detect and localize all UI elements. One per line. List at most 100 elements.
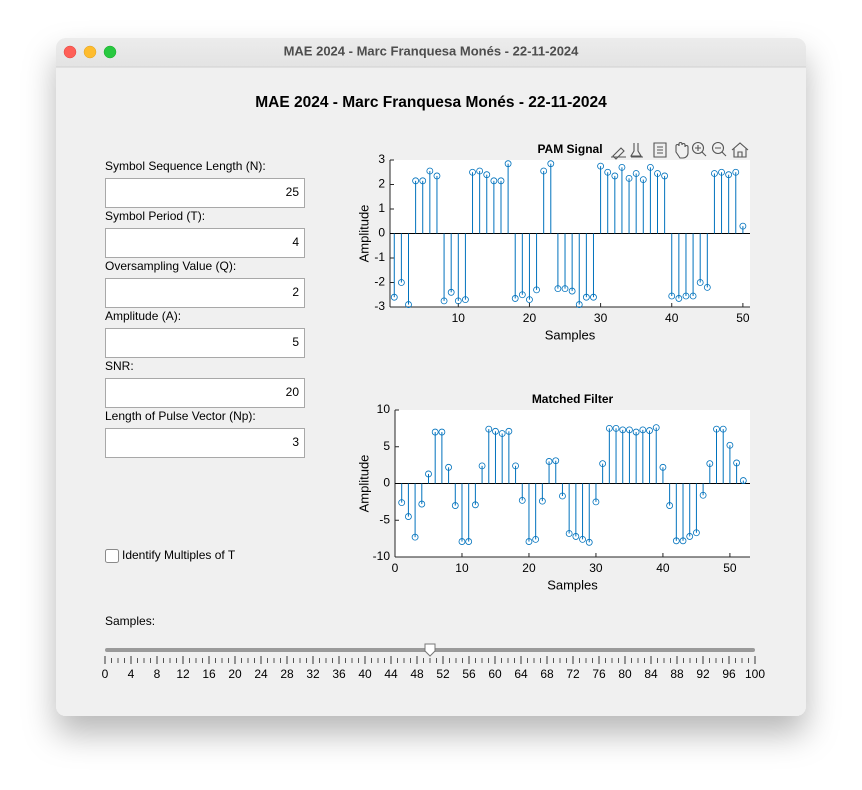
y-tick-label: 3 (378, 152, 385, 166)
slider-tick-label: 8 (154, 667, 161, 681)
stem-marker (590, 293, 597, 301)
slider-tick-label: 24 (254, 667, 268, 681)
slider-tick-label: 52 (436, 667, 450, 681)
axes-toolbar (611, 141, 749, 160)
zoom-in-glyph (695, 145, 707, 157)
close-button[interactable] (63, 45, 77, 59)
slider-tick-label: 20 (228, 667, 242, 681)
stem-marker (518, 497, 526, 504)
x-tick-label: 0 (392, 561, 399, 575)
stem-marker (478, 462, 486, 470)
field-value: 2 (292, 285, 299, 299)
x-axis-label: Samples (547, 577, 598, 592)
stem-marker (599, 460, 607, 468)
checkbox[interactable] (105, 549, 119, 563)
y-tick-label: 0 (378, 226, 385, 240)
stem-marker (632, 428, 640, 436)
text-field[interactable] (105, 178, 305, 208)
zoom-in-icon[interactable] (691, 141, 705, 155)
stem-marker (612, 424, 620, 432)
stem-marker (518, 291, 526, 299)
stem-marker (639, 426, 647, 434)
text-field[interactable] (105, 378, 305, 408)
stem-marker (568, 287, 576, 295)
stem-marker (433, 172, 441, 180)
slider-tick-label: 44 (384, 667, 398, 681)
stem-marker (512, 462, 519, 470)
stem-marker (713, 425, 720, 433)
text-field[interactable] (105, 278, 305, 308)
edit-icon[interactable] (611, 147, 626, 160)
x-axis-label: Samples (545, 327, 596, 342)
stem-marker (661, 172, 669, 180)
x-tick-label: 10 (455, 561, 469, 575)
stem-marker (425, 470, 432, 478)
stem-marker (659, 463, 667, 471)
slider-tick-label: 100 (745, 667, 765, 681)
slider-tick-label: 0 (102, 667, 109, 681)
stem-marker (675, 295, 683, 302)
y-axis-label: Amplitude (356, 205, 371, 263)
y-tick-label: -2 (374, 275, 385, 289)
stem-marker (418, 500, 426, 508)
stem-marker (597, 162, 604, 170)
stem-marker (398, 499, 406, 507)
y-tick-label: 0 (383, 476, 390, 490)
y-tick-label: -1 (374, 250, 385, 264)
y-tick-label: -10 (373, 549, 391, 563)
y-tick-label: 1 (378, 201, 385, 215)
stem-marker (572, 533, 580, 540)
x-tick-label: 30 (589, 561, 603, 575)
stem-marker (458, 538, 466, 545)
field-value: 5 (292, 335, 299, 349)
stem-marker (604, 168, 612, 176)
stem-marker (565, 530, 573, 537)
stem-marker (397, 279, 405, 286)
window (56, 38, 806, 716)
stem-marker (476, 167, 484, 175)
zoom-out-icon[interactable] (711, 141, 725, 155)
stem-marker (592, 498, 600, 506)
y-tick-label: 10 (377, 402, 391, 416)
slider-tick-label: 28 (280, 667, 294, 681)
stem-marker (454, 297, 462, 305)
stem-marker (625, 174, 633, 182)
text-field[interactable] (105, 228, 305, 258)
text-field[interactable] (105, 428, 305, 458)
slider-tick-label: 84 (644, 667, 658, 681)
stem-marker (632, 170, 640, 177)
stem-marker (532, 535, 540, 543)
stem-marker (440, 297, 448, 305)
stem-marker (646, 427, 653, 434)
stem-marker (575, 301, 583, 308)
stem-marker (451, 502, 459, 509)
stem-marker (693, 529, 700, 537)
stem-marker (733, 459, 741, 467)
stem-marker (706, 460, 714, 468)
stem-marker (585, 538, 593, 546)
x-tick-label: 20 (522, 561, 536, 575)
slider-tick-label: 80 (618, 667, 632, 681)
home-icon[interactable] (731, 142, 749, 158)
stem-marker (412, 177, 420, 185)
field-value: 4 (292, 235, 299, 249)
y-tick-label: 5 (383, 439, 390, 453)
brush-icon[interactable] (630, 143, 643, 158)
text-field[interactable] (105, 328, 305, 358)
stem-marker (619, 426, 627, 434)
field-value: 20 (286, 385, 300, 399)
datatip-icon[interactable] (653, 142, 667, 158)
slider-thumb[interactable] (424, 643, 436, 657)
stem-marker (686, 533, 694, 540)
minimize-button[interactable] (83, 45, 97, 59)
y-tick-label: 2 (378, 177, 385, 191)
stem-marker (469, 168, 476, 176)
slider-tick-label: 64 (514, 667, 528, 681)
zoom-button[interactable] (103, 45, 117, 59)
pan-icon[interactable] (675, 142, 689, 159)
stem-marker (492, 427, 499, 435)
stem-marker (703, 283, 711, 291)
stem-marker (445, 463, 452, 471)
stem-marker (431, 428, 439, 436)
